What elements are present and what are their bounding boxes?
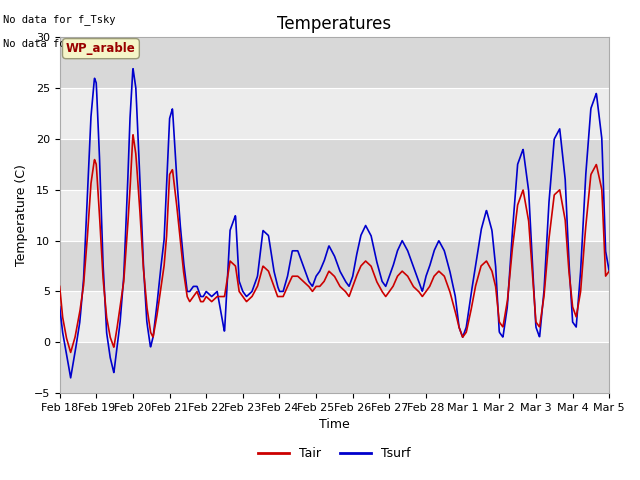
Legend: Tair, Tsurf: Tair, Tsurf (253, 442, 416, 465)
Text: WP_arable: WP_arable (66, 42, 136, 55)
Tair (605, 268, 613, 274)
Bar (60, 139, 609, 190)
Tair (67, 349, 74, 355)
Line: Tsurf: Tsurf (60, 69, 609, 378)
Tair (56, 284, 63, 289)
Bar (60, 190, 609, 240)
Tsurf (589, 98, 597, 104)
Tair (309, 288, 317, 294)
Tsurf (84, 179, 92, 184)
Bar (60, 37, 609, 88)
Text: No data for f_Tsky: No data for f_Tsky (3, 14, 116, 25)
Bar (60, 291, 609, 342)
Tair (129, 132, 137, 138)
Tsurf (590, 97, 598, 103)
Text: No data for f_Tsky: No data for f_Tsky (3, 38, 116, 49)
Bar (60, 88, 609, 139)
Tair (324, 272, 332, 277)
Line: Tair: Tair (60, 135, 609, 352)
Tsurf (129, 66, 137, 72)
Tsurf (489, 237, 497, 242)
Tsurf (324, 248, 332, 253)
Tair (84, 225, 92, 231)
Tair (589, 167, 597, 172)
Tair (489, 272, 497, 278)
Tsurf (309, 282, 317, 288)
Tsurf (56, 304, 63, 310)
Bar (60, 240, 609, 291)
Tair (590, 166, 598, 172)
Tsurf (67, 375, 74, 381)
Bar (60, 342, 609, 393)
X-axis label: Time: Time (319, 419, 350, 432)
Title: Temperatures: Temperatures (277, 15, 392, 33)
Tsurf (605, 268, 613, 274)
Y-axis label: Temperature (C): Temperature (C) (15, 164, 28, 266)
